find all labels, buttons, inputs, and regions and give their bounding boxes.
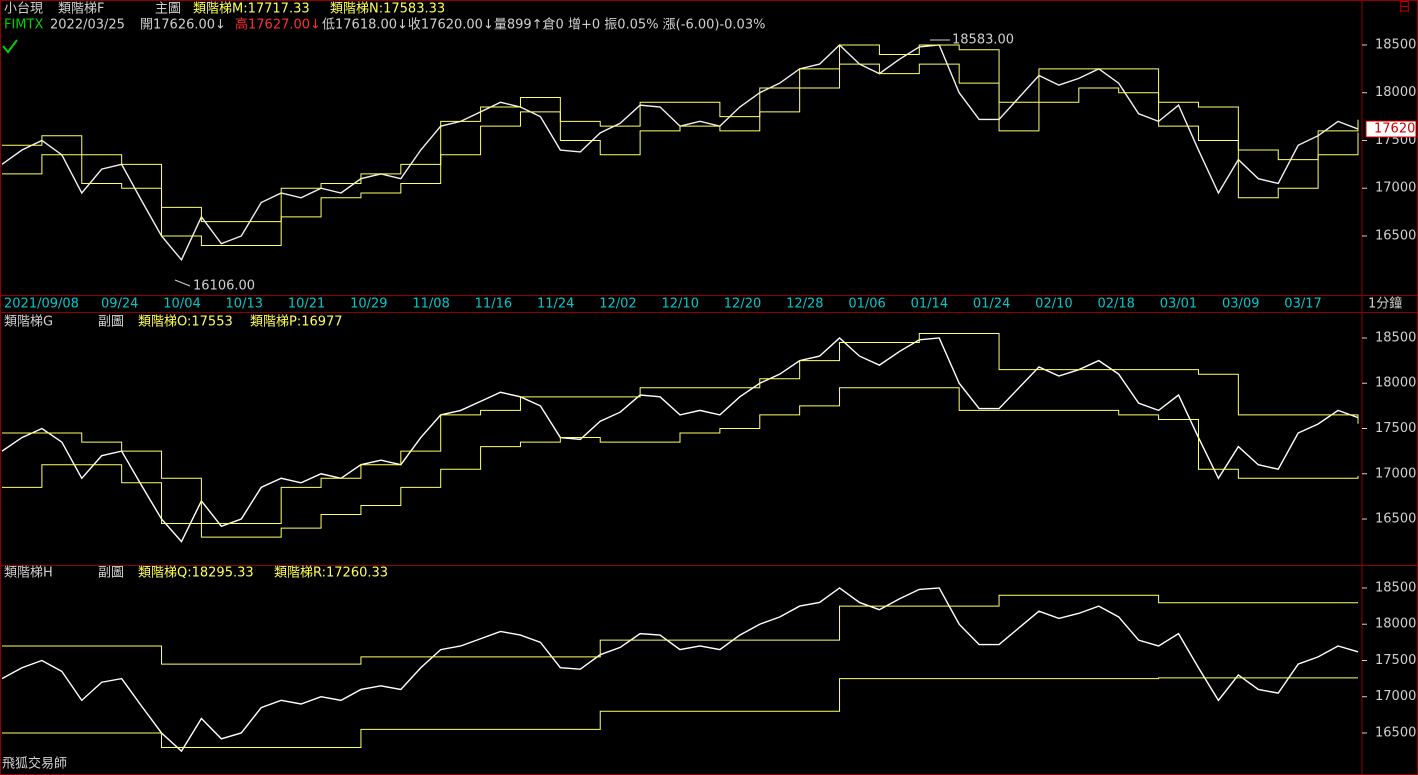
- symbol: 小台現: [4, 2, 43, 17]
- y-tick-label: 18500: [1375, 37, 1416, 52]
- legend-q: 類階梯Q:18295.33: [138, 566, 254, 581]
- y-tick-label: 17000: [1375, 181, 1416, 196]
- ladder-line: [2, 387, 1359, 538]
- y-tick-label: 17500: [1375, 421, 1416, 436]
- x-unit: 1分鐘: [1368, 296, 1402, 312]
- high: 高17627.00↓: [235, 17, 321, 33]
- ladder-line: [2, 332, 1359, 525]
- x-tick-label: 11/24: [537, 297, 574, 312]
- x-tick-label: 11/16: [475, 297, 512, 312]
- legend-n: 類階梯N:17583.33: [330, 2, 445, 17]
- y-tick-label: 18500: [1375, 330, 1416, 345]
- ladder-line: [2, 677, 1358, 748]
- x-tick-label: 12/10: [662, 297, 699, 312]
- x-tick-label: 12/28: [786, 297, 823, 312]
- x-tick-label: 10/29: [350, 297, 387, 312]
- y-tick-label: 16500: [1375, 512, 1416, 527]
- y-tick-label: 18000: [1375, 376, 1416, 391]
- x-tick-label: 02/10: [1035, 297, 1072, 312]
- legend-p: 類階梯P:16977: [250, 315, 343, 330]
- y-tick-label: 16500: [1375, 228, 1416, 243]
- y-tick-label: 17500: [1375, 653, 1416, 668]
- app-name: 飛狐交易師: [2, 756, 67, 772]
- indicator: 類階梯F: [58, 2, 104, 17]
- y-tick-label: 18000: [1375, 85, 1416, 100]
- y-tick-label: 18000: [1375, 617, 1416, 632]
- open: 開17626.00↓: [140, 18, 226, 33]
- x-tick-label: 01/24: [973, 297, 1010, 312]
- pane-label: 副圖: [98, 315, 124, 330]
- pane-label: 副圖: [98, 566, 124, 581]
- pane-label: 主圖: [155, 2, 181, 17]
- pane-title: 類階梯H: [4, 566, 53, 581]
- y-tick-label: 18500: [1375, 580, 1416, 595]
- x-tick-label: 03/09: [1222, 297, 1259, 312]
- y-tick-label: 17000: [1375, 689, 1416, 704]
- x-tick-label: 09/24: [101, 297, 138, 312]
- x-tick-label: 01/06: [848, 297, 885, 312]
- code: FIMTX: [4, 18, 43, 33]
- legend-m: 類階梯M:17717.33: [193, 2, 310, 17]
- legend-r: 類階梯R:17260.33: [274, 566, 388, 581]
- price-line: [1, 44, 1359, 262]
- x-tick-label: 10/21: [288, 297, 325, 312]
- ladder-line: [2, 44, 1359, 223]
- period-icon[interactable]: 日: [1398, 1, 1411, 16]
- y-tick-label: 17000: [1375, 466, 1416, 481]
- last-price-label: 17620: [1374, 122, 1415, 137]
- annotation-leader: [174, 279, 191, 287]
- x-tick-label: 02/18: [1097, 297, 1134, 312]
- x-tick-label: 2021/09/08: [4, 297, 79, 312]
- ladder-line: [2, 594, 1358, 665]
- annotation: 18583.00: [952, 33, 1014, 48]
- x-tick-label: 12/02: [599, 297, 636, 312]
- x-tick-label: 03/17: [1284, 297, 1321, 312]
- annotation: 16106.00: [193, 279, 255, 294]
- y-tick-label: 16500: [1375, 725, 1416, 740]
- quote-date: 2022/03/25: [50, 18, 125, 33]
- pane-title: 類階梯G: [4, 315, 53, 330]
- x-tick-label: 01/14: [911, 297, 948, 312]
- quote-rest: 低17618.00↓收17620.00↓量899↑倉0 增+0 振0.05% 漲…: [322, 18, 765, 33]
- x-tick-label: 10/04: [163, 297, 200, 312]
- x-tick-label: 10/13: [226, 297, 263, 312]
- x-tick-label: 11/08: [412, 297, 449, 312]
- legend-o: 類階梯O:17553: [138, 315, 233, 330]
- last-price-box: [1365, 120, 1417, 138]
- ladder-line: [2, 63, 1359, 247]
- x-tick-label: 03/01: [1160, 297, 1197, 312]
- x-tick-label: 12/20: [724, 297, 761, 312]
- check-icon: [2, 39, 18, 54]
- price-line: [1, 587, 1359, 753]
